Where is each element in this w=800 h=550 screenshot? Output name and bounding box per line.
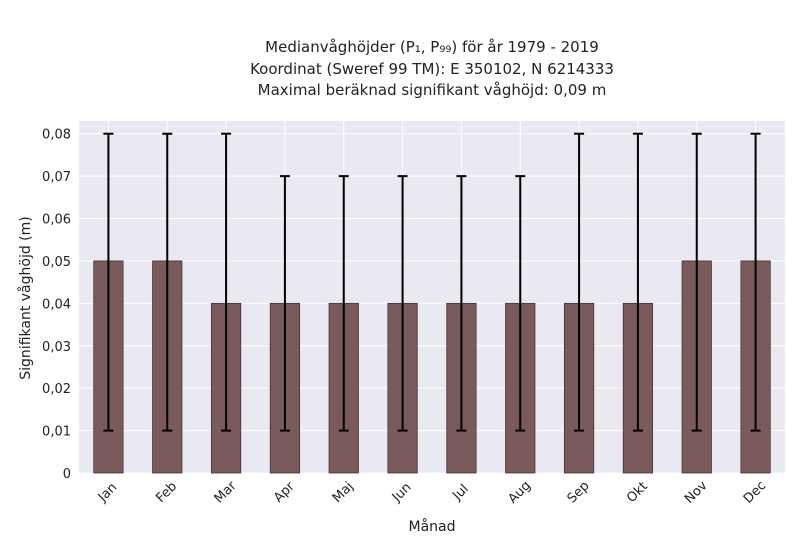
x-tick-label: Jul bbox=[449, 482, 471, 504]
error-bar-nov bbox=[691, 132, 702, 432]
y-tick-label: 0,01 bbox=[42, 425, 71, 440]
x-tick-label: Jun bbox=[389, 480, 415, 506]
x-tick-label: Dec bbox=[741, 478, 769, 506]
x-tick-label: Sep bbox=[565, 479, 593, 507]
y-tick-label: 0 bbox=[63, 467, 71, 482]
error-bar-jan bbox=[103, 132, 114, 432]
x-tick-label: Mar bbox=[212, 478, 240, 506]
x-tick-label: Jan bbox=[95, 480, 120, 505]
error-bar-dec bbox=[750, 132, 761, 432]
error-bar-mar bbox=[221, 132, 232, 432]
error-bar-feb bbox=[162, 132, 173, 432]
title-line-2: Koordinat (Sweref 99 TM): E 350102, N 62… bbox=[250, 60, 614, 78]
error-bar-jun bbox=[397, 175, 408, 432]
title-line-1: Medianvåghöjder (P₁, P₉₉) för år 1979 - … bbox=[265, 38, 599, 56]
y-tick-label: 0,07 bbox=[42, 170, 71, 185]
title-line-3: Maximal beräknad signifikant våghöjd: 0,… bbox=[258, 81, 607, 99]
error-bar-okt bbox=[632, 132, 643, 432]
y-tick-label: 0,06 bbox=[42, 213, 71, 228]
x-tick-label: Aug bbox=[505, 478, 534, 507]
plot-area bbox=[79, 121, 785, 473]
y-axis-ticks: 0 0,01 0,02 0,03 0,04 0,05 0,06 0,07 0,08 bbox=[42, 128, 71, 482]
y-tick-label: 0,04 bbox=[42, 297, 71, 312]
chart-title: Medianvåghöjder (P₁, P₉₉) för år 1979 - … bbox=[250, 38, 614, 99]
y-tick-label: 0,03 bbox=[42, 340, 71, 355]
x-tick-label: Maj bbox=[330, 479, 357, 506]
x-tick-label: Nov bbox=[682, 478, 711, 507]
error-bars bbox=[103, 132, 761, 432]
x-tick-label: Feb bbox=[153, 479, 180, 506]
y-tick-label: 0,05 bbox=[42, 255, 71, 270]
error-bar-aug bbox=[515, 175, 526, 432]
x-axis-label: Månad bbox=[409, 518, 456, 535]
x-tick-label: Apr bbox=[271, 479, 298, 506]
y-tick-label: 0,08 bbox=[42, 128, 71, 143]
y-tick-label: 0,02 bbox=[42, 382, 71, 397]
x-axis-ticks: Jan Feb Mar Apr Maj Jun Jul Aug Sep Okt Nov Dec bbox=[95, 478, 769, 507]
error-bar-apr bbox=[279, 175, 290, 432]
error-bar-maj bbox=[338, 175, 349, 432]
x-tick-label: Okt bbox=[624, 479, 651, 506]
error-bar-sep bbox=[574, 132, 585, 432]
error-bar-jul bbox=[456, 175, 467, 432]
y-axis-label: Signifikant våghöjd (m) bbox=[17, 216, 34, 379]
